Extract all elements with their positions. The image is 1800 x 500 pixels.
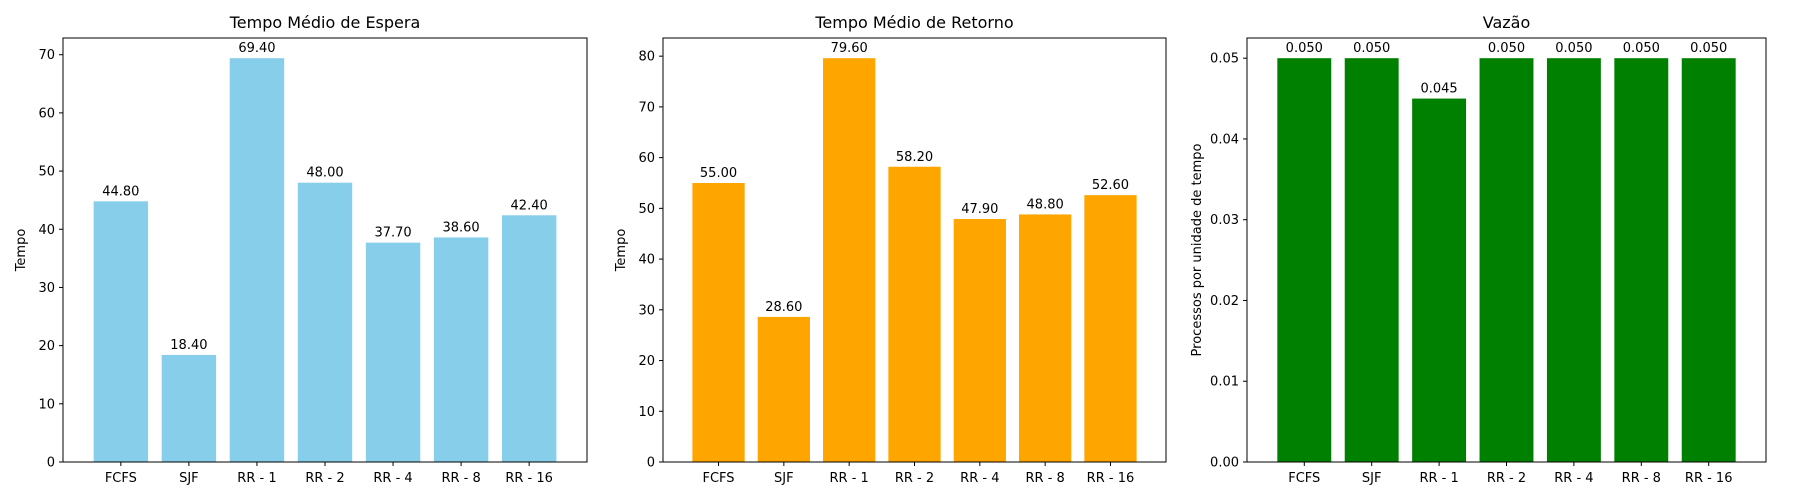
x-tick-label: FCFS <box>1288 471 1320 486</box>
bar <box>162 355 216 462</box>
chart-panel-1: 44.80 18.40 69.40 48.00 37.70 38.60 42.40 0 10 20… <box>14 13 587 486</box>
y-tick-label: 0.00 <box>1210 456 1239 471</box>
y-tick-label: 0.03 <box>1210 213 1239 228</box>
bar-value-label: 37.70 <box>374 226 411 241</box>
x-tick-label: RR - 4 <box>960 471 999 486</box>
bar-value-label: 42.40 <box>511 198 548 213</box>
bar <box>954 219 1006 462</box>
x-tick-label: SJF <box>774 471 794 486</box>
bar-value-label: 0.050 <box>1690 41 1727 56</box>
bar <box>434 237 488 462</box>
x-tick-label: RR - 1 <box>830 471 869 486</box>
x-tick-label: RR - 4 <box>1554 471 1593 486</box>
bar <box>823 58 875 462</box>
y-axis-label: Tempo <box>614 229 629 273</box>
y-tick-label: 0.01 <box>1210 375 1239 390</box>
y-tick-label: 0.04 <box>1210 132 1239 147</box>
bar-value-label: 48.80 <box>1027 197 1064 212</box>
x-tick-label: RR - 8 <box>1622 471 1661 486</box>
y-tick-label: 10 <box>638 405 655 420</box>
bar-value-label: 0.050 <box>1488 41 1525 56</box>
x-tick-label: FCFS <box>105 471 137 486</box>
bar-value-label: 0.050 <box>1623 41 1660 56</box>
x-tick-label: RR - 8 <box>441 471 480 486</box>
y-tick-label: 60 <box>38 106 55 121</box>
bar-value-label: 52.60 <box>1092 178 1129 193</box>
bar-value-label: 0.050 <box>1555 41 1592 56</box>
bar <box>1547 58 1601 462</box>
bar <box>298 183 352 462</box>
bar-value-label: 44.80 <box>102 184 139 199</box>
bar <box>1412 99 1466 462</box>
chart-title: Vazão <box>1483 13 1531 32</box>
bar <box>1480 58 1534 462</box>
bar <box>502 215 556 462</box>
y-tick-label: 30 <box>38 281 55 296</box>
bar <box>1019 214 1071 462</box>
y-tick-label: 70 <box>38 48 55 63</box>
x-tick-label: SJF <box>1362 471 1382 486</box>
x-tick-label: RR - 1 <box>1419 471 1458 486</box>
bar-value-label: 0.050 <box>1286 41 1323 56</box>
bar-value-label: 47.90 <box>961 202 998 217</box>
x-tick-label: RR - 2 <box>895 471 934 486</box>
bar <box>692 183 744 462</box>
bar-value-label: 18.40 <box>170 338 207 353</box>
bar <box>758 317 810 462</box>
bar-value-label: 48.00 <box>306 166 343 181</box>
bar <box>1084 195 1136 462</box>
y-tick-label: 20 <box>638 354 655 369</box>
bar <box>1614 58 1668 462</box>
x-tick-label: RR - 16 <box>1685 471 1733 486</box>
y-axis-label: Tempo <box>14 229 29 273</box>
y-tick-label: 10 <box>38 397 55 412</box>
y-tick-label: 50 <box>638 202 655 217</box>
x-tick-label: RR - 16 <box>505 471 553 486</box>
bar-value-label: 79.60 <box>831 41 868 56</box>
x-tick-label: RR - 2 <box>1487 471 1526 486</box>
bar-value-label: 55.00 <box>700 166 737 181</box>
x-tick-label: RR - 8 <box>1026 471 1065 486</box>
bar-value-label: 28.60 <box>765 300 802 315</box>
y-tick-label: 70 <box>638 100 655 115</box>
x-tick-label: RR - 4 <box>373 471 412 486</box>
y-tick-label: 60 <box>638 151 655 166</box>
bar-value-label: 0.045 <box>1420 82 1457 97</box>
y-tick-label: 80 <box>638 50 655 65</box>
bar-value-label: 58.20 <box>896 150 933 165</box>
y-tick-label: 30 <box>638 303 655 318</box>
x-tick-label: SJF <box>179 471 199 486</box>
bar <box>1345 58 1399 462</box>
chart-panel-2: 55.00 28.60 79.60 58.20 47.90 48.80 52.60 0 10 20… <box>614 13 1166 486</box>
bar-value-label: 69.40 <box>238 41 275 56</box>
y-tick-label: 40 <box>638 253 655 268</box>
x-tick-label: RR - 2 <box>305 471 344 486</box>
bar-value-label: 0.050 <box>1353 41 1390 56</box>
y-tick-label: 0 <box>47 456 55 471</box>
y-tick-label: 20 <box>38 339 55 354</box>
bar <box>1682 58 1736 462</box>
chart-panel-3: 0.050 0.050 0.045 0.050 0.050 0.050 0.050 0.00 0… <box>1190 13 1766 486</box>
y-tick-label: 50 <box>38 165 55 180</box>
bar <box>1277 58 1331 462</box>
bar <box>888 167 940 462</box>
y-tick-label: 0.05 <box>1210 52 1239 67</box>
bar <box>366 243 420 462</box>
y-axis-label: Processos por unidade de tempo <box>1190 144 1205 357</box>
x-tick-label: RR - 16 <box>1087 471 1135 486</box>
x-tick-label: FCFS <box>702 471 734 486</box>
y-tick-label: 0 <box>647 456 655 471</box>
bar-value-label: 38.60 <box>442 220 479 235</box>
bar <box>94 201 148 462</box>
bar <box>230 58 284 462</box>
chart-title: Tempo Médio de Retorno <box>814 13 1013 32</box>
y-tick-label: 40 <box>38 223 55 238</box>
y-tick-label: 0.02 <box>1210 294 1239 309</box>
x-tick-label: RR - 1 <box>237 471 276 486</box>
chart-title: Tempo Médio de Espera <box>229 13 421 32</box>
